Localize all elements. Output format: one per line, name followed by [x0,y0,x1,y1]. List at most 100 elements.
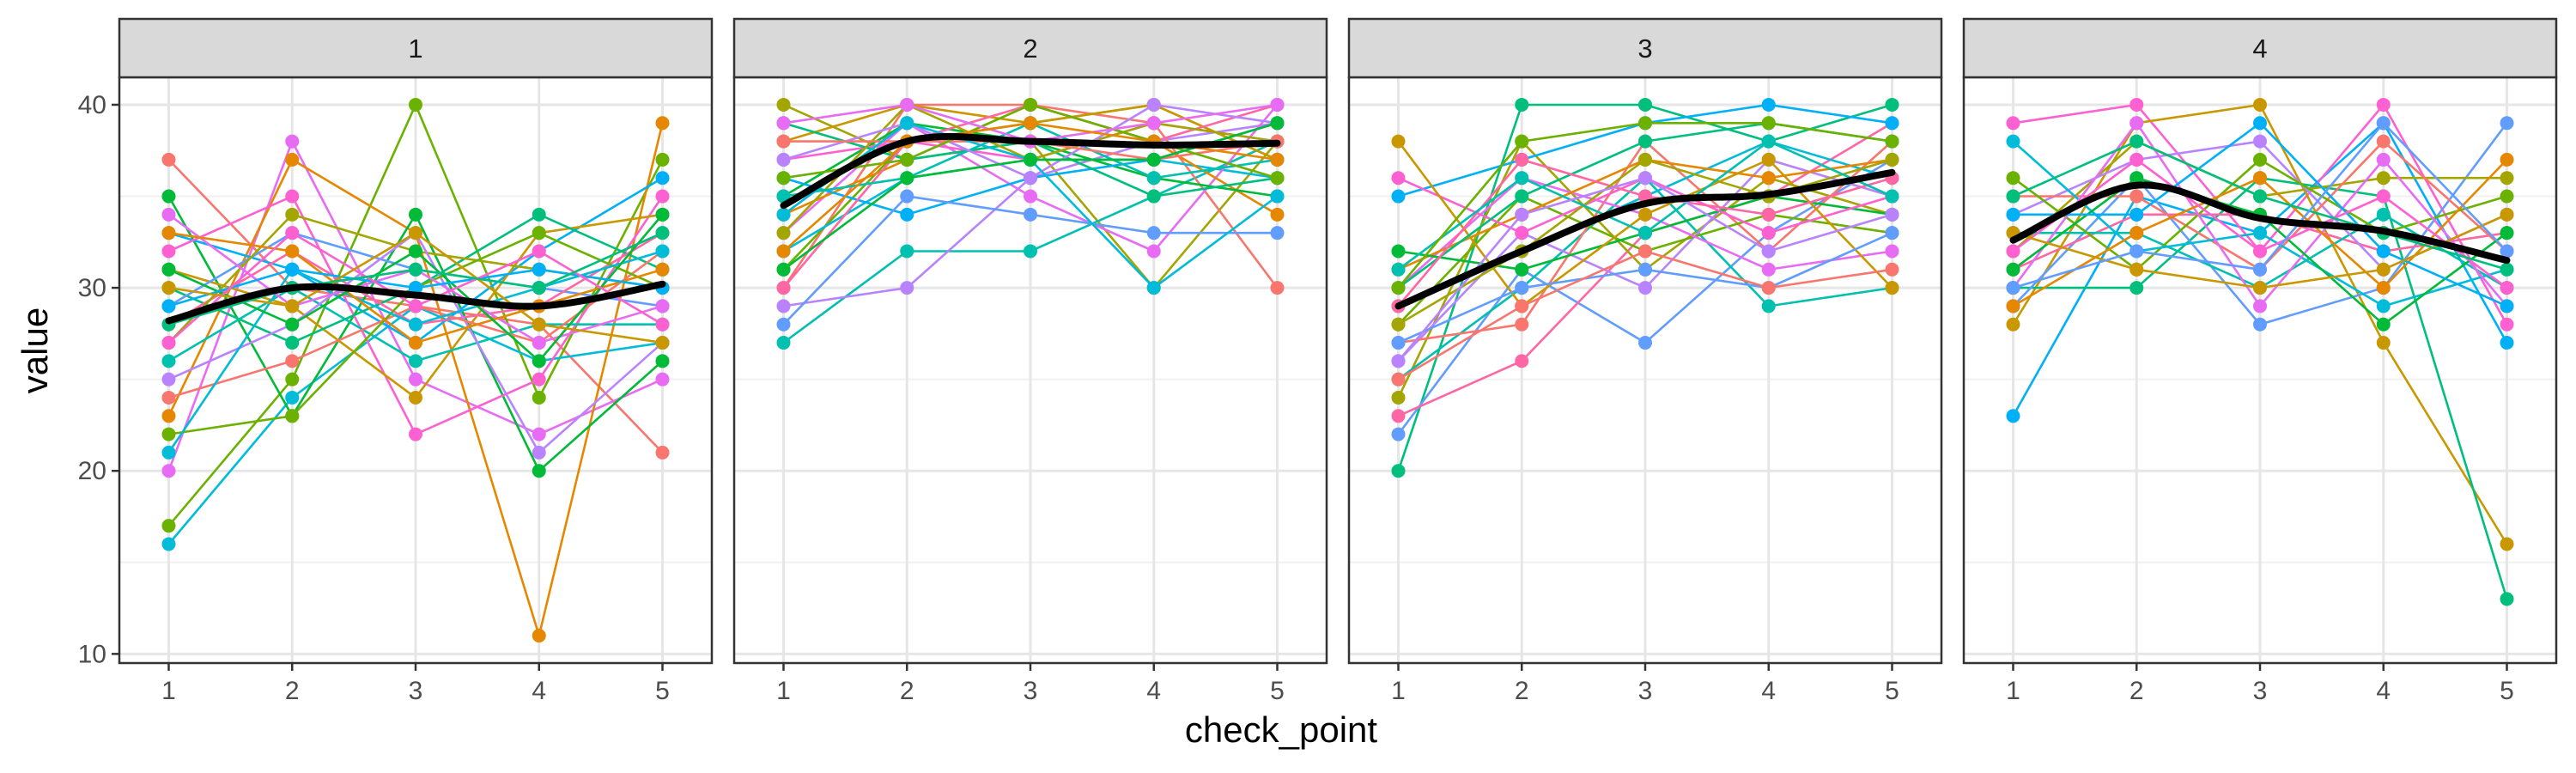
facet-strip [118,17,714,79]
data-point [161,262,176,277]
data-point [1146,189,1161,204]
series-20 [2006,116,2514,295]
data-point [1638,281,1652,295]
data-point [1761,299,1776,313]
data-point [655,336,670,350]
data-point [161,409,176,423]
data-point [161,519,176,533]
data-point [776,207,791,222]
data-point [2129,226,2144,240]
data-point [2006,171,2020,186]
x-tick-label: 1 [1391,677,1406,705]
data-point [776,317,791,332]
x-tick-label: 2 [900,677,914,705]
data-point [2500,262,2514,277]
x-tick-label: 1 [776,677,791,705]
data-point [776,336,791,350]
data-point [285,409,300,423]
data-point [1391,134,1406,149]
data-point [655,262,670,277]
data-point [2376,207,2391,222]
data-point [161,189,176,204]
data-point [2006,116,2020,131]
data-point [2500,317,2514,332]
data-point [1391,354,1406,368]
data-point [2500,336,2514,350]
data-point [1391,372,1406,386]
data-point [776,97,791,112]
data-point [1638,171,1652,186]
x-tick-label: 4 [1761,677,1776,705]
data-point [285,207,300,222]
data-point [2129,171,2144,186]
data-point [532,354,546,368]
facet-strip [1962,17,2558,79]
data-point [1761,152,1776,167]
data-point [1270,281,1285,295]
data-point [2253,189,2267,204]
data-point [900,189,914,204]
data-point [1146,171,1161,186]
data-point [900,207,914,222]
data-point [1885,189,1899,204]
data-point [1024,189,1037,204]
data-point [1761,281,1776,295]
smooth-trend-line [165,280,666,325]
data-point [532,372,546,386]
x-tick-label: 4 [2376,677,2391,705]
data-point [285,152,300,167]
data-point [285,244,300,259]
data-point [1391,409,1406,423]
data-point [1391,262,1406,277]
data-point [1638,336,1652,350]
x-tick-label: 5 [1885,677,1899,705]
data-point [1391,464,1406,478]
data-point [2253,226,2267,240]
data-point [1391,427,1406,441]
data-point [2500,592,2514,606]
data-point [776,152,791,167]
data-point [532,226,546,240]
y-axis-title: value [15,307,55,393]
data-point [1885,97,1899,112]
data-point [900,244,914,259]
series-22 [1391,244,1899,386]
data-point [161,336,176,350]
data-point [409,281,422,295]
data-point [1146,116,1161,131]
data-point [2129,262,2144,277]
series-18 [2006,207,2514,295]
data-point [2500,189,2514,204]
data-point [1761,207,1776,222]
data-point [2500,116,2514,131]
data-point [1885,262,1899,277]
data-point [2500,537,2514,551]
data-point [1146,152,1161,167]
series-8 [161,189,670,441]
x-tick-label: 3 [1638,677,1653,705]
data-point [161,464,176,478]
data-point [2253,171,2267,186]
data-point [409,390,422,405]
data-point [1024,152,1037,167]
data-point [900,281,914,295]
x-tick-label: 5 [2500,677,2514,705]
data-point [1761,171,1776,186]
data-point [1391,189,1406,204]
data-point [2376,116,2391,131]
data-point [285,390,300,405]
data-point [2129,152,2144,167]
data-point [1270,152,1285,167]
data-point [2129,116,2144,131]
data-point [2500,226,2514,240]
data-point [409,299,422,313]
data-point [532,464,546,478]
data-point [2376,262,2391,277]
data-point [2006,317,2020,332]
facet-strip-label: 2 [1023,33,1037,64]
facet-strip-label: 4 [2252,33,2267,64]
data-point [1761,134,1776,149]
data-point [2006,281,2020,295]
data-point [161,299,176,313]
